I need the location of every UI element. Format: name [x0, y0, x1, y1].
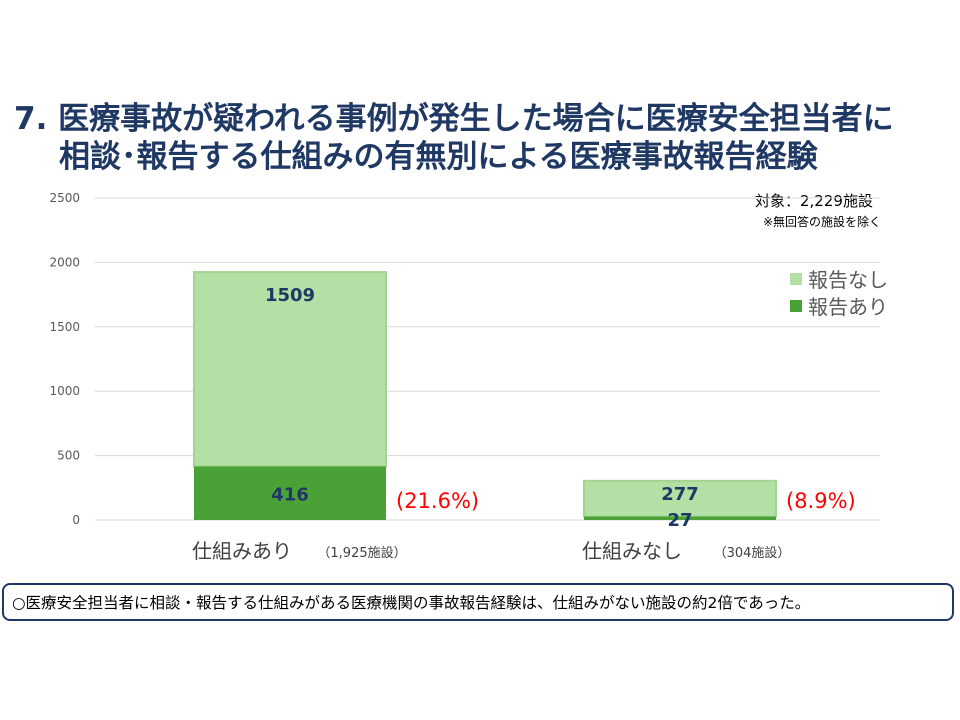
title-line-1: 7. 医療事故が疑われる事例が発生した場合に医療安全担当者に	[14, 101, 894, 137]
title-line-2: 相談･報告する仕組みの有無別による医療事故報告経験	[59, 139, 818, 175]
y-tick-label: 1500	[49, 320, 80, 334]
y-tick-label: 2500	[49, 191, 80, 205]
legend-swatch-reported	[790, 299, 802, 312]
data-label-reported: 27	[667, 510, 692, 531]
bar-segment-no-report	[193, 271, 387, 468]
x-category-note: （1,925施設）	[317, 545, 406, 561]
legend-label-reported: 報告あり	[808, 295, 888, 319]
bar-segment-reported	[194, 466, 386, 520]
data-label-reported: 416	[271, 484, 309, 505]
legend-item-no-report: 報告なし	[790, 265, 888, 292]
x-category-label: 仕組みなし	[582, 539, 682, 563]
y-tick-label: 500	[57, 449, 80, 463]
page-title: 7. 医療事故が疑われる事例が発生した場合に医療安全担当者に 相談･報告する仕組…	[14, 100, 954, 176]
data-label-no-report: 1509	[265, 285, 315, 306]
data-label-no-report: 277	[661, 484, 699, 505]
legend-swatch-no-report	[790, 272, 802, 285]
x-category-label: 仕組みあり	[192, 539, 292, 563]
legend-label-no-report: 報告なし	[808, 268, 888, 292]
exclusion-note: ※無回答の施設を除く	[763, 215, 882, 229]
bar-chart: 0 500 1000 1500 2000 2500 1509 416 (21.6%) 仕組みあり （…	[49, 191, 880, 563]
percent-label: (8.9%)	[786, 489, 856, 513]
legend-item-reported: 報告あり	[790, 292, 888, 319]
summary-text: ○医療安全担当者に相談・報告する仕組みがある医療機関の事故報告経験は、仕組みがな…	[12, 594, 811, 612]
y-tick-label: 1000	[49, 384, 80, 398]
bar-segment-reported	[584, 516, 776, 520]
target-count-label: 対象：2,229施設	[755, 192, 873, 210]
percent-label: (21.6%)	[396, 489, 479, 513]
y-tick-label: 2000	[49, 255, 80, 269]
summary-box: ○医療安全担当者に相談・報告する仕組みがある医療機関の事故報告経験は、仕組みがな…	[2, 583, 954, 621]
x-category-note: （304施設）	[714, 545, 791, 561]
y-tick-label: 0	[72, 513, 80, 527]
chart-legend: 報告なし 報告あり	[790, 265, 888, 319]
